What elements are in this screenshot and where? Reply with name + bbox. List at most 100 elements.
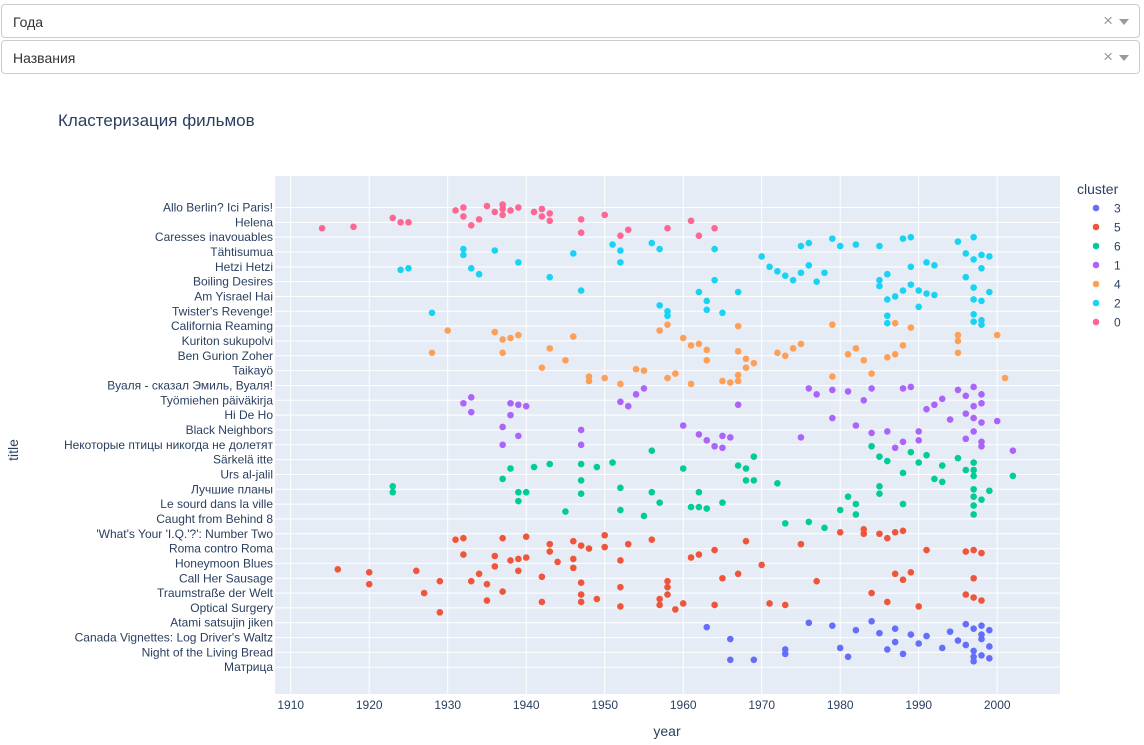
data-point (695, 431, 703, 438)
data-point (821, 269, 828, 277)
data-point (577, 542, 585, 549)
legend-marker (1092, 280, 1100, 288)
legend-item-cluster-0[interactable]: 0 (1092, 316, 1121, 330)
data-point (899, 527, 907, 535)
data-point (970, 383, 977, 391)
data-point (758, 561, 765, 569)
data-point (970, 256, 977, 263)
data-point (781, 520, 789, 527)
data-point (876, 282, 883, 290)
legend-item-cluster-3[interactable]: 3 (1092, 202, 1121, 216)
data-point (719, 377, 726, 385)
data-point (797, 340, 805, 348)
data-point (884, 319, 891, 327)
data-point (852, 511, 860, 518)
data-point (507, 399, 514, 407)
y-tick-label: Traumstraße der Welt (157, 586, 274, 600)
data-point (515, 488, 522, 496)
y-tick-label: Twister's Revenge! (172, 304, 273, 318)
data-point (789, 276, 797, 284)
data-point (687, 342, 695, 349)
data-point (876, 490, 883, 498)
data-point (483, 580, 491, 588)
data-point (515, 432, 522, 440)
data-point (805, 385, 813, 392)
data-point (938, 478, 946, 486)
data-point (648, 488, 656, 496)
titles-filter-dropdown[interactable]: Названия × (1, 40, 1140, 74)
data-point (538, 213, 546, 220)
data-point (899, 500, 907, 508)
legend-title: cluster (1077, 181, 1119, 197)
legend-label: 6 (1114, 240, 1121, 254)
data-point (491, 208, 499, 216)
data-point (546, 210, 554, 217)
titles-clear-icon[interactable]: × (1103, 47, 1113, 66)
data-point (546, 217, 554, 225)
legend-label: 4 (1114, 278, 1121, 292)
data-point (970, 546, 977, 554)
data-point (970, 459, 977, 466)
data-point (836, 242, 844, 250)
data-point (617, 232, 624, 239)
years-clear-icon[interactable]: × (1103, 11, 1113, 30)
y-tick-label: Le sourd dans la ville (160, 497, 273, 511)
data-point (970, 472, 977, 480)
data-point (970, 625, 977, 632)
data-point (499, 205, 506, 213)
data-point (624, 402, 632, 410)
y-tick-label: Roma contro Roma (169, 542, 273, 556)
data-point (365, 580, 373, 588)
data-point (891, 319, 899, 327)
data-point (970, 402, 977, 410)
legend-item-cluster-4[interactable]: 4 (1092, 278, 1121, 292)
data-point (507, 207, 514, 214)
data-point (986, 253, 993, 260)
data-point (577, 460, 585, 468)
data-point (617, 398, 624, 406)
data-point (467, 394, 475, 401)
data-point (467, 408, 475, 416)
data-point (617, 603, 624, 610)
y-tick-label: Urs al-jalil (220, 467, 273, 481)
data-point (593, 595, 601, 603)
data-point (797, 242, 805, 250)
data-point (805, 518, 813, 526)
legend-item-cluster-6[interactable]: 6 (1092, 240, 1121, 254)
legend[interactable]: 3 5 6 1 4 2 0 (1092, 202, 1121, 330)
data-point (946, 628, 954, 635)
data-point (420, 589, 428, 597)
legend-marker (1092, 242, 1100, 250)
data-point (570, 333, 577, 340)
legend-item-cluster-1[interactable]: 1 (1092, 259, 1121, 273)
data-point (656, 595, 663, 603)
data-point (884, 312, 891, 320)
legend-item-cluster-2[interactable]: 2 (1092, 297, 1121, 311)
data-point (687, 503, 695, 511)
data-point (334, 566, 342, 573)
titles-chevron-down-icon[interactable] (1119, 55, 1129, 61)
data-point (852, 626, 860, 634)
data-point (734, 288, 742, 296)
data-point (719, 432, 726, 440)
data-point (797, 434, 805, 441)
data-point (632, 391, 640, 398)
x-axis-tick-labels: 1910 1920 1930 1940 1950 1960 1970 1980 1990 2000 (277, 698, 1011, 712)
data-point (428, 309, 436, 317)
legend-item-cluster-5[interactable]: 5 (1092, 221, 1121, 235)
data-point (884, 296, 891, 303)
data-point (483, 597, 491, 604)
data-point (781, 650, 789, 658)
data-point (405, 265, 412, 272)
y-tick-label: Optical Surgery (190, 601, 273, 615)
x-axis-label: year (653, 723, 681, 739)
data-point (813, 278, 820, 285)
data-point (467, 265, 475, 272)
data-point (1009, 447, 1017, 455)
years-chevron-down-icon[interactable] (1119, 19, 1129, 25)
data-point (570, 564, 577, 572)
x-tick-label: 1930 (434, 698, 461, 712)
years-filter-dropdown[interactable]: Года × (1, 4, 1140, 38)
years-filter-value: Года (13, 14, 44, 30)
